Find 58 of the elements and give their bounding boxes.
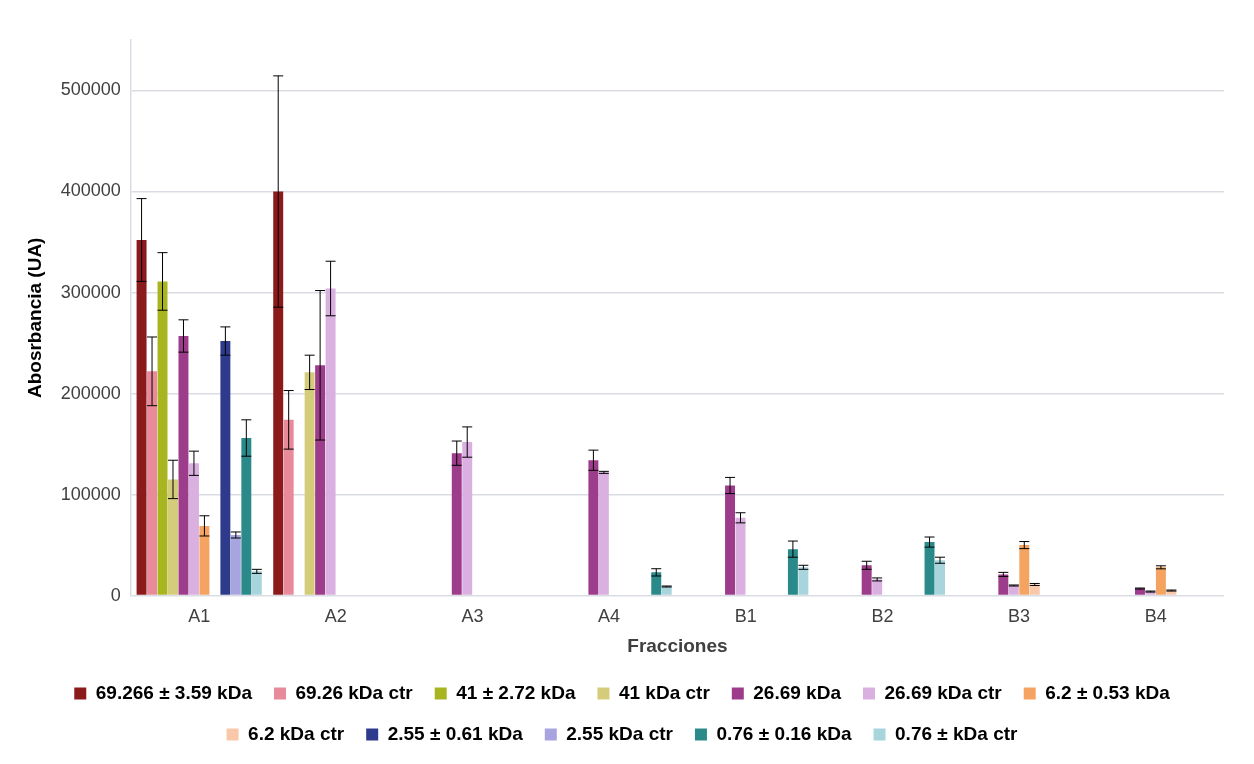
x-tick-label: A4	[598, 606, 621, 627]
bar	[451, 453, 462, 595]
legend-label: 41 ± 2.72 kDa	[456, 681, 576, 703]
y-tick-label: 300000	[60, 281, 121, 302]
bar	[462, 442, 473, 595]
bar	[725, 485, 736, 595]
y-tick-label: 0	[110, 584, 121, 605]
bar	[798, 567, 809, 595]
legend-label: 26.69 kDa	[753, 681, 842, 703]
x-tick-label: B3	[1008, 606, 1031, 627]
bar	[651, 572, 662, 595]
bar	[273, 191, 284, 595]
legend-label: 0.76 ± 0.16 kDa	[716, 722, 852, 744]
legend-label: 0.76 ± kDa ctr	[895, 722, 1019, 744]
y-tick-label: 400000	[60, 180, 121, 201]
bar	[924, 542, 935, 595]
bar	[147, 371, 158, 595]
y-tick-label: 200000	[60, 382, 121, 403]
bar	[136, 240, 147, 595]
bar	[588, 460, 599, 595]
bar	[1029, 584, 1040, 595]
x-tick-label: A2	[324, 606, 347, 627]
bar	[283, 419, 294, 595]
x-tick-label: B1	[734, 606, 757, 627]
bar	[998, 574, 1009, 595]
x-axis-title: Fracciones	[627, 634, 728, 656]
y-axis-title: Abosrbancia (UA)	[23, 237, 45, 399]
bar	[325, 288, 336, 595]
bar	[1019, 545, 1030, 595]
bar	[598, 472, 609, 595]
x-tick-label: B2	[871, 606, 894, 627]
x-tick-label: B4	[1144, 606, 1167, 627]
y-tick-label: 500000	[60, 79, 121, 100]
bar	[304, 372, 315, 595]
bar	[861, 565, 872, 595]
bar	[251, 571, 262, 595]
bar	[220, 341, 231, 595]
y-tick-label: 100000	[60, 483, 121, 504]
legend-label: 2.55 ± 0.61 kDa	[387, 722, 524, 744]
bar	[178, 335, 189, 595]
legend-label: 69.26 kDa ctr	[295, 681, 414, 703]
bar	[168, 479, 178, 595]
legend-label: 69.266 ± 3.59 kDa	[95, 681, 253, 703]
bar	[787, 549, 798, 595]
legend-label: 26.69 kDa ctr	[884, 681, 1003, 703]
bar	[1155, 567, 1166, 595]
bar	[230, 534, 241, 595]
legend-label: 6.2 kDa ctr	[248, 722, 345, 744]
x-tick-label: A3	[461, 606, 484, 627]
legend-label: 41 kDa ctr	[618, 681, 711, 703]
bar	[935, 560, 945, 595]
bar	[241, 438, 252, 595]
bar	[199, 525, 210, 595]
bar	[188, 463, 199, 595]
x-tick-label: A1	[188, 606, 211, 627]
bar	[315, 365, 326, 595]
legend-label: 6.2 ± 0.53 kDa	[1045, 681, 1171, 703]
legend-label: 2.55 kDa ctr	[566, 722, 674, 744]
